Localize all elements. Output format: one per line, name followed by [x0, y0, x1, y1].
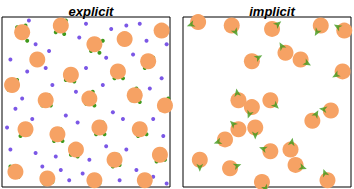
svg-text:implicit: implicit	[249, 4, 295, 19]
svg-text:explicit: explicit	[69, 4, 114, 19]
